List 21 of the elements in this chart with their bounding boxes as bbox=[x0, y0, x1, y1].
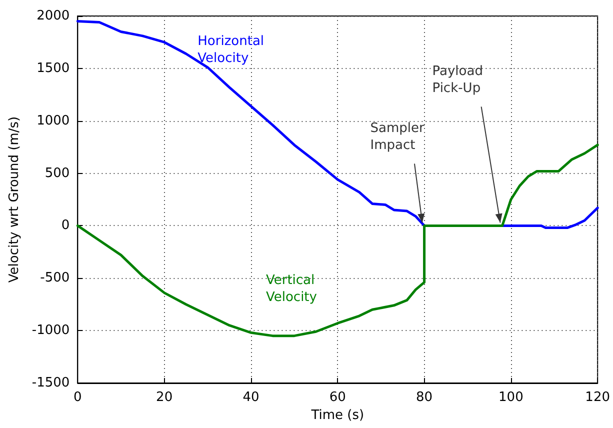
y-tick-label: 1000 bbox=[36, 113, 70, 128]
y-tick-label: -1500 bbox=[32, 376, 70, 390]
x-tick-label: 60 bbox=[329, 390, 346, 405]
y-tick-label: -1000 bbox=[32, 323, 70, 338]
x-tick-label: 80 bbox=[416, 390, 433, 405]
y-tick-label: 1500 bbox=[36, 60, 70, 76]
annotation: Sampler Impact bbox=[370, 120, 426, 154]
y-tick-label: -500 bbox=[40, 270, 70, 286]
series-label: Horizontal Velocity bbox=[198, 33, 266, 68]
y-tick-label: 2000 bbox=[36, 8, 70, 24]
x-tick-label: 0 bbox=[74, 390, 82, 405]
y-tick-label: 0 bbox=[61, 218, 70, 234]
y-axis-title: Velocity wrt Ground (m/s) bbox=[7, 116, 22, 283]
x-tick-label: 120 bbox=[585, 390, 610, 405]
annotation: Payload Pick-Up bbox=[432, 62, 484, 97]
y-tick-label: 500 bbox=[44, 166, 70, 181]
series-label: Vertical Velocity bbox=[266, 272, 318, 306]
x-tick-label: 40 bbox=[242, 390, 260, 405]
x-tick-label: 100 bbox=[498, 390, 524, 405]
x-axis-title: Time (s) bbox=[310, 408, 364, 423]
x-tick-label: 20 bbox=[156, 390, 173, 405]
